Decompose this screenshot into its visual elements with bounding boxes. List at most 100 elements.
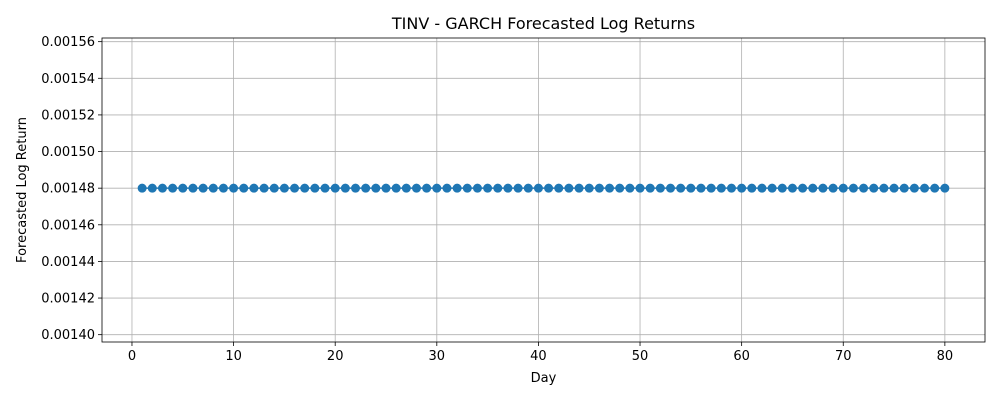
data-point bbox=[320, 183, 330, 193]
data-point bbox=[655, 183, 665, 193]
data-point bbox=[828, 183, 838, 193]
data-point bbox=[351, 183, 361, 193]
data-point bbox=[188, 183, 198, 193]
data-point bbox=[645, 183, 655, 193]
data-point bbox=[706, 183, 716, 193]
data-point bbox=[584, 183, 594, 193]
data-point bbox=[442, 183, 452, 193]
data-point bbox=[168, 183, 178, 193]
data-point bbox=[818, 183, 828, 193]
data-point bbox=[737, 183, 747, 193]
data-point bbox=[666, 183, 676, 193]
x-axis: 0 10 20 30 40 50 60 70 80 bbox=[128, 342, 953, 364]
data-point bbox=[310, 183, 320, 193]
data-point bbox=[371, 183, 381, 193]
x-tick-label: 10 bbox=[225, 349, 242, 364]
data-point bbox=[544, 183, 554, 193]
chart-title: TINV - GARCH Forecasted Log Returns bbox=[391, 14, 695, 33]
data-point bbox=[635, 183, 645, 193]
data-point bbox=[625, 183, 635, 193]
data-point bbox=[340, 183, 350, 193]
data-point bbox=[798, 183, 808, 193]
x-tick-label: 40 bbox=[530, 349, 547, 364]
data-point bbox=[513, 183, 523, 193]
x-tick-label: 70 bbox=[835, 349, 852, 364]
data-point bbox=[605, 183, 615, 193]
data-point bbox=[269, 183, 279, 193]
y-tick-label: 0.00154 bbox=[41, 72, 95, 87]
y-axis-label: Forecasted Log Return bbox=[15, 117, 30, 263]
data-point bbox=[198, 183, 208, 193]
y-tick-label: 0.00142 bbox=[41, 292, 95, 307]
data-point bbox=[432, 183, 442, 193]
x-tick-label: 60 bbox=[733, 349, 750, 364]
x-axis-label: Day bbox=[531, 371, 557, 386]
data-point bbox=[777, 183, 787, 193]
data-point bbox=[208, 183, 218, 193]
y-tick-label: 0.00152 bbox=[41, 108, 95, 123]
x-tick-label: 80 bbox=[937, 349, 954, 364]
data-point bbox=[879, 183, 889, 193]
data-point bbox=[391, 183, 401, 193]
data-point bbox=[229, 183, 239, 193]
data-point bbox=[493, 183, 503, 193]
data-point bbox=[157, 183, 167, 193]
data-point bbox=[411, 183, 421, 193]
data-point bbox=[574, 183, 584, 193]
data-point bbox=[676, 183, 686, 193]
y-tick-label: 0.00146 bbox=[41, 218, 95, 233]
data-point bbox=[483, 183, 493, 193]
data-point bbox=[279, 183, 289, 193]
y-tick-label: 0.00144 bbox=[41, 255, 95, 270]
data-point bbox=[716, 183, 726, 193]
data-point bbox=[137, 183, 147, 193]
data-point bbox=[787, 183, 797, 193]
data-point bbox=[361, 183, 371, 193]
y-tick-label: 0.00156 bbox=[41, 35, 95, 50]
x-tick-label: 20 bbox=[327, 349, 344, 364]
data-point bbox=[472, 183, 482, 193]
x-tick-label: 30 bbox=[429, 349, 446, 364]
data-point bbox=[300, 183, 310, 193]
data-point bbox=[757, 183, 767, 193]
data-point bbox=[147, 183, 157, 193]
data-point bbox=[838, 183, 848, 193]
data-point bbox=[239, 183, 249, 193]
data-point bbox=[564, 183, 574, 193]
y-tick-label: 0.00140 bbox=[41, 328, 95, 343]
series-forecast bbox=[137, 183, 950, 193]
data-point bbox=[859, 183, 869, 193]
x-tick-label: 0 bbox=[128, 349, 136, 364]
data-point bbox=[594, 183, 604, 193]
data-point bbox=[533, 183, 543, 193]
data-point bbox=[422, 183, 432, 193]
data-point bbox=[726, 183, 736, 193]
data-point bbox=[920, 183, 930, 193]
data-point bbox=[909, 183, 919, 193]
data-point bbox=[696, 183, 706, 193]
data-point bbox=[869, 183, 879, 193]
data-point bbox=[899, 183, 909, 193]
data-point bbox=[330, 183, 340, 193]
y-tick-label: 0.00148 bbox=[41, 182, 95, 197]
data-point bbox=[452, 183, 462, 193]
data-point bbox=[462, 183, 472, 193]
data-point bbox=[178, 183, 188, 193]
data-point bbox=[554, 183, 564, 193]
x-tick-label: 50 bbox=[632, 349, 649, 364]
data-point bbox=[940, 183, 950, 193]
data-point bbox=[767, 183, 777, 193]
data-point bbox=[930, 183, 940, 193]
data-point bbox=[401, 183, 411, 193]
data-point bbox=[808, 183, 818, 193]
data-point bbox=[381, 183, 391, 193]
data-point bbox=[848, 183, 858, 193]
data-point bbox=[686, 183, 696, 193]
data-point bbox=[249, 183, 259, 193]
data-point bbox=[503, 183, 513, 193]
data-point bbox=[615, 183, 625, 193]
y-tick-label: 0.00150 bbox=[41, 145, 95, 160]
data-point bbox=[889, 183, 899, 193]
data-point bbox=[290, 183, 300, 193]
